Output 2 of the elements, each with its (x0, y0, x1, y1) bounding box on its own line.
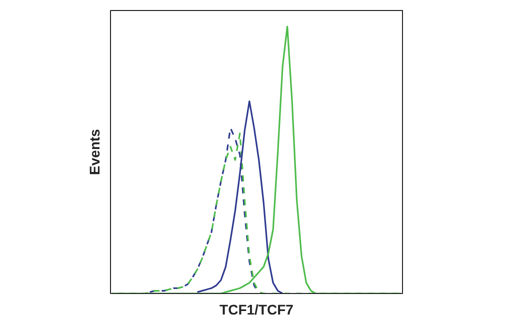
x-axis-title: TCF1/TCF7 (220, 302, 294, 318)
y-axis-title: Events (86, 128, 102, 175)
